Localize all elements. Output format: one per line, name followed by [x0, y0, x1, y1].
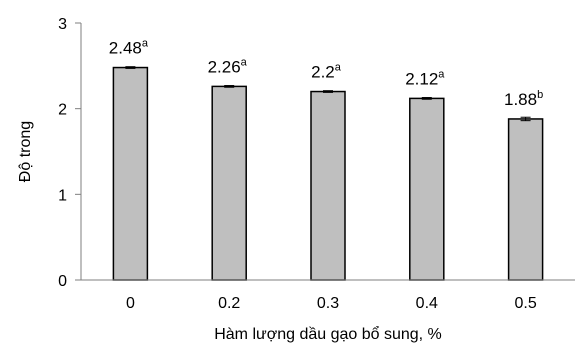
value-label: 2.12a: [405, 68, 445, 88]
y-tick-label: 1: [58, 187, 67, 204]
x-axis-title: Hàm lượng dầu gạo bổ sung, %: [214, 325, 442, 343]
y-axis: 0 1 2 3: [58, 16, 82, 290]
value-label: 2.48a: [109, 38, 149, 58]
bar: [112, 66, 149, 281]
x-tick-label: 0.2: [218, 295, 240, 312]
y-tick-label: 3: [58, 16, 67, 33]
value-label: 2.26a: [208, 56, 248, 76]
bar: [211, 85, 247, 281]
bars: [112, 66, 544, 281]
x-tick-label: 0: [126, 295, 135, 312]
significance-letter: a: [142, 38, 149, 50]
x-axis: 0 0.2 0.3 0.4 0.5: [81, 279, 575, 312]
significance-letter: a: [241, 56, 248, 68]
x-tick-label: 0.5: [514, 295, 536, 312]
bar: [409, 97, 445, 281]
significance-letter: b: [537, 89, 543, 101]
significance-letter: a: [335, 62, 342, 74]
x-tick-label: 0.3: [317, 295, 339, 312]
y-axis-title: Độ trong: [17, 121, 34, 182]
bar: [310, 90, 346, 281]
value-label: 1.88b: [504, 89, 543, 109]
y-tick-label: 0: [58, 273, 67, 290]
x-tick-label: 0.4: [416, 295, 438, 312]
data-labels: 2.48a 2.26a 2.2a 2.12a 1.88b: [109, 38, 543, 109]
y-tick-label: 2: [58, 102, 67, 119]
value-label: 2.2a: [311, 62, 342, 82]
bar: [507, 118, 544, 281]
significance-letter: a: [438, 68, 445, 80]
